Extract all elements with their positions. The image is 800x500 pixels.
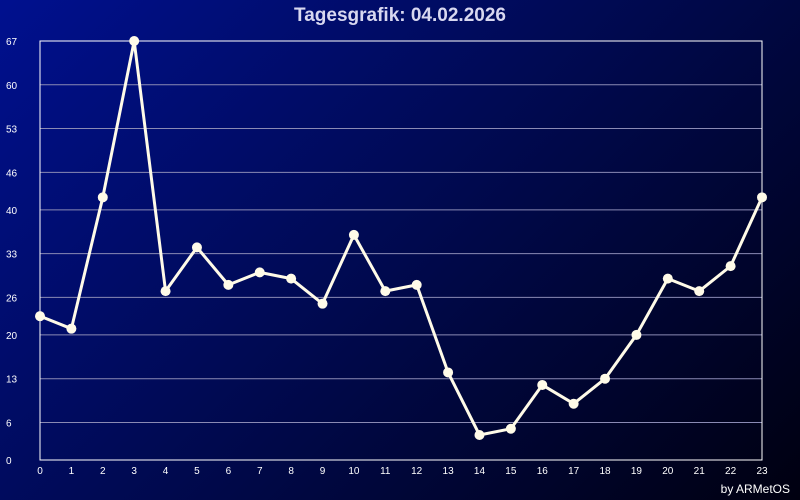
- y-tick-label: 33: [6, 250, 18, 261]
- y-tick-label: 26: [6, 293, 18, 304]
- x-tick-label: 1: [69, 466, 75, 477]
- x-tick-label: 6: [226, 466, 232, 477]
- data-point: [662, 273, 673, 284]
- y-tick-label: 40: [6, 206, 18, 217]
- data-point: [443, 367, 454, 378]
- data-point: [631, 329, 642, 340]
- x-tick-label: 18: [599, 466, 611, 477]
- x-tick-label: 12: [411, 466, 423, 477]
- plot-frame: [39, 40, 763, 461]
- gridlines: [40, 84, 762, 423]
- x-tick-label: 9: [320, 466, 326, 477]
- y-tick-label: 67: [6, 37, 18, 48]
- x-tick-label: 2: [100, 466, 106, 477]
- data-point: [160, 286, 171, 297]
- data-point: [537, 379, 548, 390]
- x-tick-label: 13: [443, 466, 455, 477]
- data-point: [66, 323, 77, 334]
- x-tick-label: 16: [537, 466, 549, 477]
- credit-text: by ARMetOS: [720, 482, 790, 496]
- data-point: [757, 192, 767, 203]
- data-point: [505, 423, 516, 434]
- data-point: [600, 373, 611, 384]
- data-point: [223, 279, 234, 290]
- y-tick-label: 53: [6, 125, 18, 136]
- x-tick-label: 5: [194, 466, 200, 477]
- x-tick-label: 14: [474, 466, 486, 477]
- data-point: [35, 311, 45, 322]
- y-tick-label: 60: [6, 81, 18, 92]
- data-point: [725, 261, 736, 272]
- x-tick-label: 7: [257, 466, 263, 477]
- data-point: [568, 398, 579, 409]
- y-tick-label: 46: [6, 168, 18, 179]
- data-point: [694, 286, 705, 297]
- x-tick-label: 0: [37, 466, 43, 477]
- data-point: [97, 192, 108, 203]
- chart-title: Tagesgrafik: 04.02.2026: [294, 5, 506, 26]
- data-point: [191, 242, 202, 253]
- data-point: [254, 267, 265, 278]
- x-tick-labels: 0 1 2 3 4 5 6 7 8 9 10 11 12 13 14 15 16 17 18 19 20 21 22 23: [37, 466, 768, 477]
- x-tick-label: 11: [380, 466, 391, 477]
- y-tick-label: 13: [6, 375, 18, 386]
- x-tick-label: 8: [288, 466, 294, 477]
- y-tick-label: 6: [6, 418, 12, 429]
- data-point: [474, 429, 485, 440]
- data-point: [380, 286, 391, 297]
- y-tick-label: 20: [6, 331, 18, 342]
- x-tick-label: 23: [756, 466, 768, 477]
- y-tick-labels: 0 6 13 20 26 33 40 46 53 60 67: [6, 37, 18, 467]
- data-points: [35, 36, 767, 440]
- x-tick-label: 15: [505, 466, 517, 477]
- data-point: [286, 273, 297, 284]
- data-point: [411, 279, 422, 290]
- x-tick-label: 22: [725, 466, 737, 477]
- x-tick-label: 17: [568, 466, 580, 477]
- x-tick-label: 3: [131, 466, 137, 477]
- data-point: [129, 36, 140, 46]
- y-tick-label: 0: [6, 456, 12, 467]
- data-point: [348, 229, 359, 240]
- series-line: [39, 39, 764, 437]
- x-tick-label: 20: [662, 466, 674, 477]
- x-tick-label: 21: [694, 466, 706, 477]
- x-tick-label: 19: [631, 466, 643, 477]
- x-tick-label: 4: [163, 466, 169, 477]
- data-point: [317, 298, 328, 309]
- x-tick-label: 10: [348, 466, 360, 477]
